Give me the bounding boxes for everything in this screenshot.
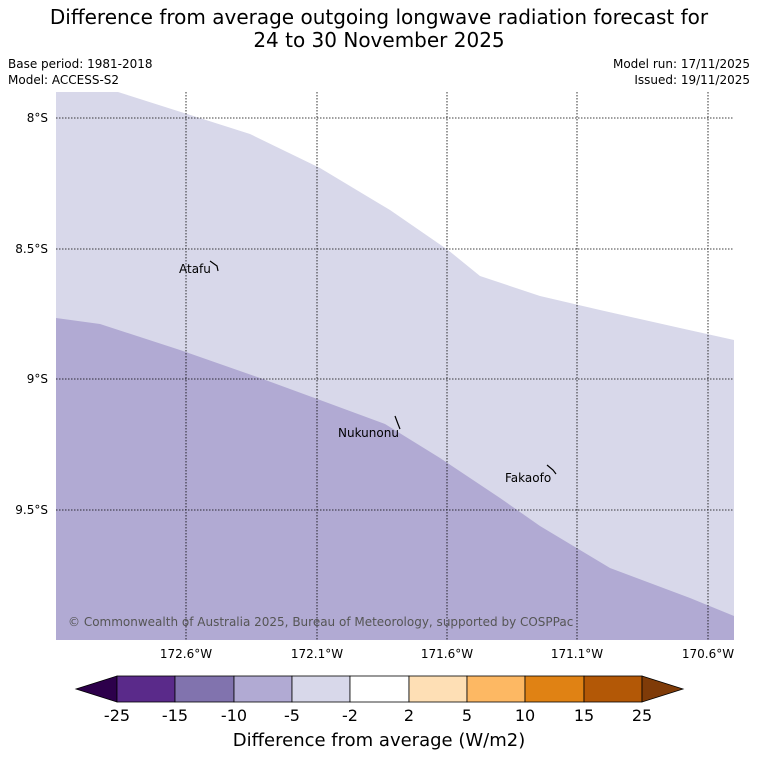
colorbar-extend-low	[74, 675, 118, 703]
meta-left: Base period: 1981-2018 Model: ACCESS-S2	[8, 56, 153, 88]
colorbar-tick: -25	[103, 706, 131, 725]
colorbar-segment	[408, 675, 468, 703]
lon-label-172-1w: 172.1°W	[290, 647, 344, 661]
model-name: Model: ACCESS-S2	[8, 73, 120, 87]
lon-label-170-6w: 170.6°W	[681, 647, 735, 661]
colorbar-tick: -2	[342, 706, 358, 725]
colorbar-tick: -5	[284, 706, 300, 725]
colorbar-tick: -15	[161, 706, 189, 725]
colorbar-segment	[583, 675, 643, 703]
copyright-notice: © Commonwealth of Australia 2025, Bureau…	[68, 615, 573, 629]
colorbar-tick: 10	[514, 706, 536, 725]
meta-right: Model run: 17/11/2025 Issued: 19/11/2025	[613, 56, 750, 88]
place-label-nukunonu: Nukunonu	[338, 426, 399, 440]
colorbar-tick: -10	[220, 706, 248, 725]
title-line-1: Difference from average outgoing longwav…	[49, 5, 709, 29]
lat-label-8s: 8°S	[26, 111, 48, 125]
colorbar-segment	[291, 675, 351, 703]
colorbar-label: Difference from average (W/m2)	[232, 730, 526, 751]
colorbar-segment	[116, 675, 176, 703]
anomaly-region-medium	[56, 318, 734, 640]
lon-label-172-6w: 172.6°W	[159, 647, 213, 661]
colorbar-segment	[524, 675, 585, 703]
lat-label-9s: 9°S	[26, 372, 48, 386]
base-period: Base period: 1981-2018	[8, 57, 153, 71]
colorbar-tick: 25	[631, 706, 653, 725]
title-line-2: 24 to 30 November 2025	[253, 28, 505, 52]
colorbar-segment	[174, 675, 235, 703]
colorbar-segment	[233, 675, 293, 703]
lat-label-8-5s: 8.5°S	[15, 242, 48, 256]
colorbar-tick: 15	[573, 706, 595, 725]
map-title: Difference from average outgoing longwav…	[0, 6, 758, 52]
lat-label-9-5s: 9.5°S	[15, 503, 48, 517]
lon-label-171-6w: 171.6°W	[420, 647, 474, 661]
colorbar-segment	[349, 675, 410, 703]
model-run: Model run: 17/11/2025	[612, 57, 750, 71]
lon-label-171-1w: 171.1°W	[550, 647, 604, 661]
colorbar-extend-high	[641, 675, 685, 703]
nukunonu-coastline	[394, 415, 401, 430]
place-label-fakaofo: Fakaofo	[505, 471, 551, 485]
colorbar-tick: 2	[403, 706, 415, 725]
graticule	[56, 92, 734, 640]
atafu-coastline	[209, 260, 219, 272]
fakaofo-coastline	[546, 464, 557, 475]
place-label-atafu: Atafu	[179, 262, 211, 276]
colorbar-tick: 5	[461, 706, 473, 725]
colorbar-segment	[466, 675, 526, 703]
colorbar	[74, 675, 685, 703]
issued-date: Issued: 19/11/2025	[634, 73, 750, 87]
